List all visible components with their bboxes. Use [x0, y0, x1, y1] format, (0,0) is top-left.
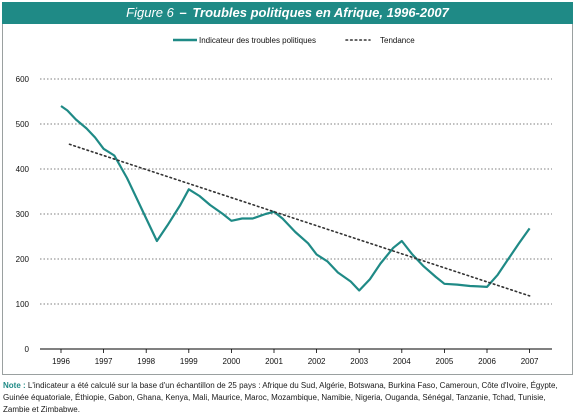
y-tick-label-0: 0	[25, 345, 30, 354]
x-tick-label-2002: 2002	[308, 357, 326, 366]
x-tick-label-2004: 2004	[393, 357, 411, 366]
x-tick-label-2001: 2001	[265, 357, 283, 366]
series-layer	[60, 105, 531, 297]
x-tick-label-1996: 1996	[52, 357, 70, 366]
figure-title-bar: Figure 6 – Troubles politiques en Afriqu…	[2, 2, 573, 24]
title-separator: –	[175, 5, 191, 20]
axes: 0 100 200 300 400 500 600 1996 1997 1998 1999 2000 2…	[16, 75, 552, 366]
note-text: L'indicateur a été calculé sur la base d…	[3, 381, 558, 414]
y-tick-label-400: 400	[16, 165, 30, 174]
indicator-line	[60, 105, 531, 292]
figure-label: Figure 6	[126, 5, 174, 20]
y-tick-label-100: 100	[16, 300, 30, 309]
grid	[40, 78, 552, 305]
figure-note: Note : L'indicateur a été calculé sur la…	[3, 380, 572, 416]
x-tick-label-2006: 2006	[478, 357, 496, 366]
y-tick-label-600: 600	[16, 75, 30, 84]
legend-label-indicator: Indicateur des troubles politiques	[199, 36, 316, 45]
figure-title: Troubles politiques en Afrique, 1996-200…	[192, 5, 449, 20]
chart: Indicateur des troubles politiques Tendan…	[16, 36, 552, 366]
x-tick-label-1998: 1998	[137, 357, 155, 366]
y-tick-label-500: 500	[16, 120, 30, 129]
legend: Indicateur des troubles politiques Tendan…	[173, 36, 415, 45]
legend-label-trend: Tendance	[380, 36, 415, 45]
x-tick-label-2007: 2007	[521, 357, 539, 366]
note-label: Note :	[3, 381, 26, 390]
x-tick-label-2005: 2005	[436, 357, 454, 366]
trend-line	[68, 143, 531, 297]
y-tick-label-300: 300	[16, 210, 30, 219]
x-tick-label-1999: 1999	[180, 357, 198, 366]
x-tick-label-2003: 2003	[350, 357, 368, 366]
y-tick-label-200: 200	[16, 255, 30, 264]
x-tick-label-1997: 1997	[95, 357, 113, 366]
x-tick-label-2000: 2000	[223, 357, 241, 366]
